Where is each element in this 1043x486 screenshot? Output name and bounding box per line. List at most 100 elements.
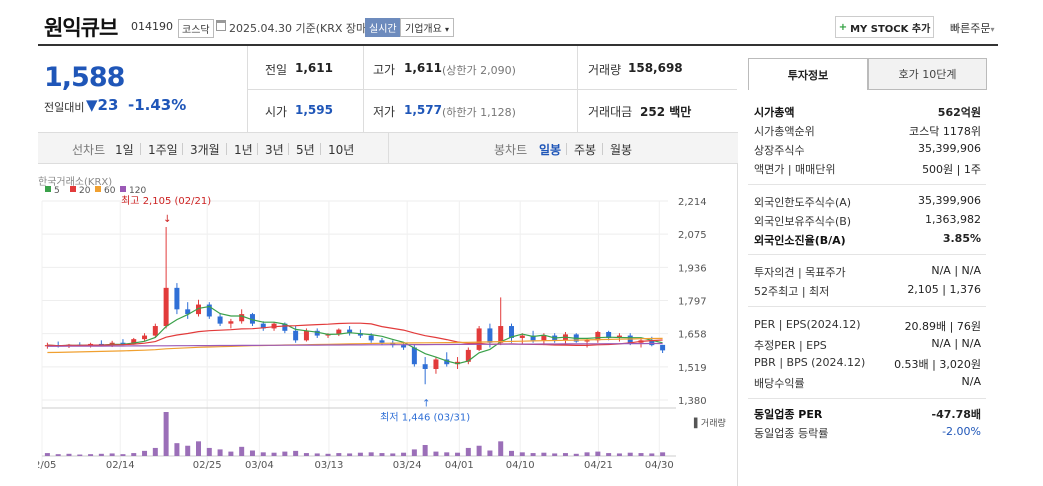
- candle-body: [196, 304, 201, 315]
- tab-daily[interactable]: 일봉: [539, 143, 562, 157]
- volume-bar: [228, 451, 234, 456]
- line-chart-label: 선차트: [72, 143, 106, 157]
- tab-3year[interactable]: 3년: [265, 143, 284, 157]
- high-arrow-icon: ↓: [163, 214, 171, 225]
- ma-line-60: [47, 337, 663, 354]
- candle-body: [433, 359, 439, 369]
- upper-limit: (상한가 2,090): [442, 64, 516, 77]
- volume-label: 거래량: [588, 63, 622, 77]
- volume-bar: [509, 450, 514, 456]
- volume-bar: [66, 453, 72, 456]
- panel-label: 추정PER | EPS: [754, 339, 827, 352]
- volume-bar: [530, 453, 536, 456]
- candle-body: [422, 364, 428, 369]
- panel-divider: [748, 398, 986, 399]
- volume-bar: [55, 454, 61, 456]
- x-tick-label: 04/21: [584, 460, 613, 471]
- panel-label: 외국인한도주식수(A): [754, 196, 852, 209]
- panel-value: 20.89배 | 76원: [904, 320, 981, 333]
- y-tick-label: 1,936: [678, 263, 707, 274]
- add-my-stock-button[interactable]: + MY STOCK 추가: [835, 16, 934, 38]
- volume-bar: [98, 453, 104, 456]
- tab-10year[interactable]: 10년: [328, 143, 355, 157]
- volume-bar: [411, 449, 417, 456]
- prev-close-label: 전일: [265, 63, 288, 77]
- panel-value: N/A: [961, 375, 981, 388]
- volume-bar: [562, 453, 568, 456]
- volume-bar: [325, 453, 331, 456]
- stock-code: 014190: [131, 20, 173, 33]
- mystock-label: MY STOCK 추가: [850, 23, 931, 35]
- candle-body: [411, 347, 417, 365]
- volume-bar: [357, 452, 363, 456]
- tab-invest-info[interactable]: 투자정보: [748, 58, 868, 90]
- realtime-button[interactable]: 실시간: [365, 18, 401, 37]
- y-tick-label: 2,075: [678, 230, 707, 241]
- volume-bar: [185, 445, 191, 456]
- panel-label: 52주최고 | 최저: [754, 285, 830, 298]
- panel-value: 코스닥 1178위: [909, 125, 981, 138]
- candle-body: [616, 335, 622, 338]
- panel-value: 3.85%: [942, 232, 981, 245]
- candle-body: [260, 323, 266, 329]
- volume-bar: [444, 452, 450, 456]
- panel-label: 액면가 | 매매단위: [754, 163, 836, 176]
- volume-bar: [519, 452, 525, 456]
- low-value: 1,577: [404, 103, 442, 117]
- x-tick-label: 04/10: [506, 460, 535, 471]
- volume-bar: [627, 452, 633, 456]
- current-price: 1,588: [44, 62, 125, 93]
- tab-quote-10[interactable]: 호가 10단계: [868, 58, 987, 90]
- candle-body: [487, 328, 493, 343]
- quick-order-label: 빠른주문: [950, 22, 991, 35]
- price-chart: 한국거래소(KRX)5 20 60 120 2,214 2,075 1,936 1,797 1,…: [38, 176, 726, 471]
- tab-5year[interactable]: 5년: [296, 143, 315, 157]
- tab-weekly[interactable]: 주봉: [574, 143, 597, 157]
- panel-label: 투자의견 | 목표주가: [754, 266, 846, 279]
- low-label: 저가: [373, 105, 396, 119]
- tab-1week[interactable]: 1주일: [148, 143, 178, 157]
- volume-bar: [638, 453, 644, 456]
- panel-value: 35,399,906: [918, 142, 981, 155]
- divider: [388, 133, 389, 163]
- volume-bar: [131, 453, 137, 456]
- high-label: 고가: [373, 63, 396, 77]
- calendar-icon: [216, 20, 226, 31]
- volume-bar: [196, 441, 201, 456]
- quick-order-dropdown[interactable]: 빠른주문▾: [950, 20, 995, 36]
- volume-bar: [206, 447, 212, 456]
- y-tick-label: 1,797: [678, 297, 707, 308]
- candle-body: [357, 333, 363, 336]
- tab-monthly[interactable]: 월봉: [610, 143, 633, 157]
- company-overview-dropdown[interactable]: 기업개요 ▾: [400, 18, 455, 37]
- low-arrow-icon: ↑: [422, 398, 430, 409]
- volume-bar: [606, 453, 612, 456]
- y-tick-label: 2,214: [678, 197, 707, 208]
- y-tick-label: 1,380: [678, 396, 707, 407]
- candle-body: [584, 340, 590, 342]
- panel-value: 0.53배 | 3,020원: [894, 358, 981, 371]
- legend-swatch: [120, 186, 126, 192]
- volume-bar: [293, 450, 299, 456]
- amount-label: 거래대금: [588, 105, 633, 119]
- overview-label: 기업개요: [405, 24, 442, 35]
- legend-label: 60: [104, 186, 116, 196]
- chevron-down-icon: ▾: [445, 25, 450, 34]
- panel-value: N/A | N/A: [931, 337, 981, 350]
- candle-body: [282, 323, 288, 331]
- tab-3month[interactable]: 3개월: [190, 143, 220, 157]
- tab-1year[interactable]: 1년: [234, 143, 253, 157]
- change-percent: -1.43%: [128, 96, 187, 114]
- legend-label: 20: [79, 186, 91, 196]
- panel-label: 동일업종 등락률: [754, 427, 829, 440]
- divider: [737, 164, 738, 486]
- candle-body: [44, 345, 50, 347]
- high-annotation: 최고 2,105 (02/21): [121, 195, 211, 207]
- chevron-down-icon: ▾: [990, 25, 995, 34]
- volume-bar: [401, 452, 407, 456]
- tab-sep: [182, 143, 183, 155]
- candle-body: [120, 342, 126, 344]
- panel-divider: [748, 254, 986, 255]
- candle-body: [303, 330, 309, 341]
- tab-1day[interactable]: 1일: [115, 143, 134, 157]
